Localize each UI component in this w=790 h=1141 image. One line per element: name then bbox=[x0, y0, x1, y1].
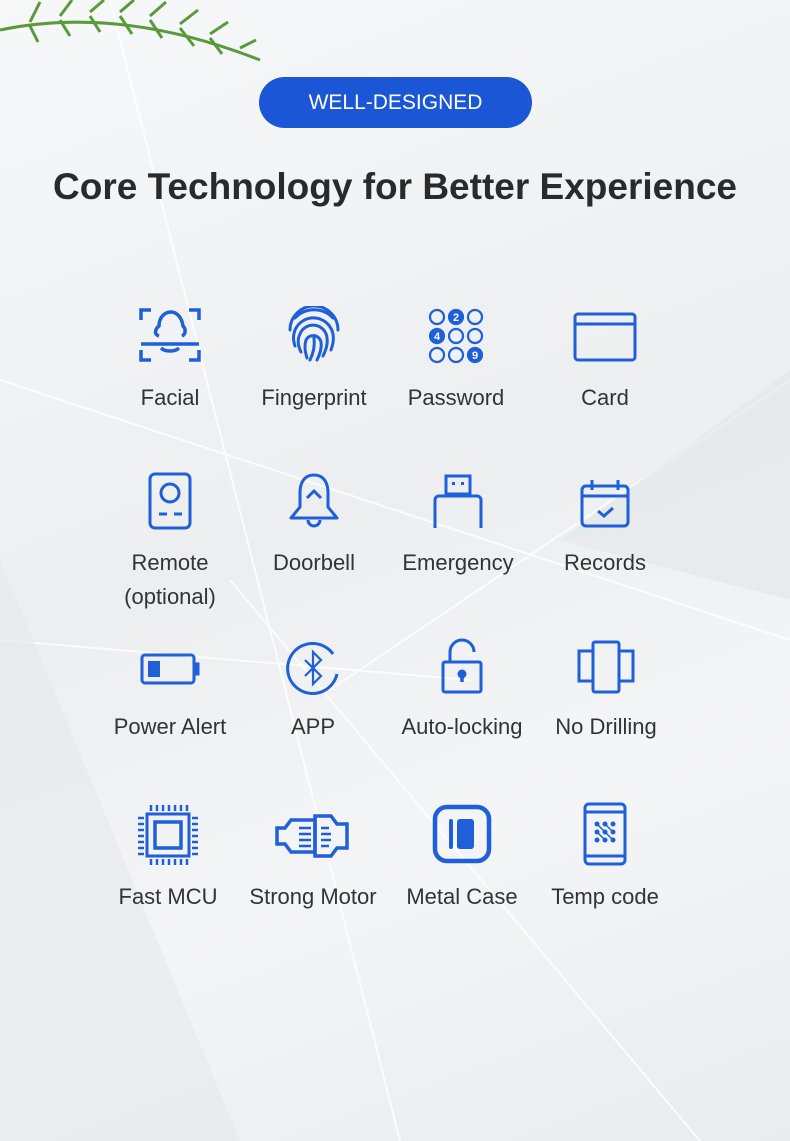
bell-icon bbox=[289, 473, 339, 528]
feature-label: Password bbox=[407, 385, 505, 410]
feature-doorbell: Doorbell bbox=[239, 472, 389, 575]
feature-label: Remote bbox=[131, 550, 209, 575]
feature-label: Auto-locking bbox=[401, 714, 523, 739]
feature-records: Records bbox=[530, 478, 680, 575]
feature-label: APP bbox=[290, 714, 336, 739]
feature-label: Records bbox=[564, 550, 646, 575]
page-title: Core Technology for Better Experience bbox=[53, 166, 737, 207]
fingerprint-icon bbox=[288, 306, 340, 362]
feature-app: APP bbox=[238, 640, 388, 739]
door-panels-icon bbox=[577, 640, 635, 694]
feature-card: Card bbox=[530, 312, 680, 410]
feature-label-sub: (optional) bbox=[124, 584, 216, 609]
keypad-icon: 2 4 9 bbox=[428, 308, 484, 364]
feature-metal-case: Metal Case bbox=[387, 804, 537, 909]
feature-emergency: Emergency bbox=[383, 474, 533, 575]
feature-label: No Drilling bbox=[555, 714, 657, 739]
feature-label: Card bbox=[581, 385, 629, 410]
feature-label: Emergency bbox=[402, 550, 514, 575]
chip-icon bbox=[138, 805, 198, 865]
feature-fingerprint: Fingerprint bbox=[239, 306, 389, 410]
remote-icon bbox=[148, 472, 192, 530]
feature-label: Strong Motor bbox=[249, 884, 377, 909]
feature-temp-code: Temp code bbox=[530, 802, 680, 909]
feature-auto-locking: Auto-locking bbox=[387, 638, 537, 739]
usb-icon bbox=[433, 474, 483, 528]
bluetooth-icon bbox=[286, 641, 339, 695]
feature-label: Power Alert bbox=[113, 714, 227, 739]
feature-label: Temp code bbox=[551, 884, 659, 909]
digit: 9 bbox=[472, 350, 478, 362]
motor-icon bbox=[275, 814, 349, 858]
feature-label: Facial bbox=[140, 385, 200, 410]
card-icon bbox=[573, 312, 637, 362]
feature-label: Doorbell bbox=[273, 550, 355, 575]
face-scan-icon bbox=[139, 308, 201, 362]
feature-label: Fingerprint bbox=[261, 385, 367, 410]
palm-leaf-decoration bbox=[0, 0, 261, 62]
feature-facial: Facial bbox=[95, 306, 245, 410]
well-designed-badge: WELL-DESIGNED bbox=[259, 77, 532, 128]
battery-low-icon bbox=[140, 653, 200, 685]
feature-fast-mcu: Fast MCU bbox=[93, 804, 243, 909]
feature-remote: Remote (optional) bbox=[95, 472, 245, 609]
feature-no-drilling: No Drilling bbox=[531, 640, 681, 739]
padlock-icon bbox=[441, 638, 483, 694]
calendar-check-icon bbox=[580, 480, 630, 528]
phone-code-icon bbox=[583, 802, 627, 866]
feature-label: Fast MCU bbox=[118, 884, 218, 909]
feature-strong-motor: Strong Motor bbox=[238, 810, 388, 909]
feature-label: Metal Case bbox=[406, 884, 518, 909]
feature-password: 2 4 9 Password bbox=[381, 308, 531, 410]
digit: 4 bbox=[434, 331, 441, 343]
digit: 2 bbox=[453, 312, 459, 324]
feature-power-alert: Power Alert bbox=[95, 652, 245, 739]
metal-case-icon bbox=[432, 804, 492, 864]
